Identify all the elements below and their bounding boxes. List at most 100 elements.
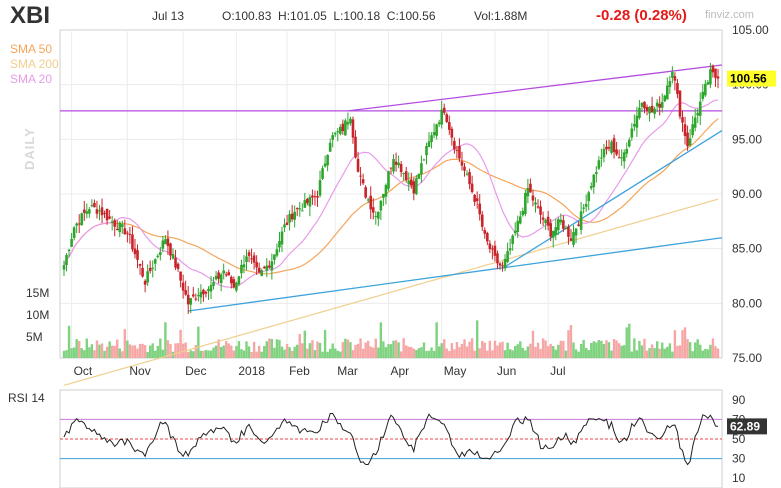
candle-body: [638, 107, 641, 119]
candle-body: [293, 211, 296, 220]
volume-bar: [141, 343, 144, 358]
candle-body: [546, 216, 550, 226]
volume-bar: [257, 345, 261, 358]
volume-bar: [633, 338, 636, 358]
x-tick-label: Dec: [185, 364, 206, 378]
volume-bar: [85, 338, 89, 358]
volume-bar: [235, 346, 238, 358]
volume-bar: [496, 345, 499, 358]
candle-body: [554, 227, 558, 235]
candle-body: [696, 112, 700, 116]
candle-body: [295, 208, 299, 210]
x-tick-label: Mar: [337, 364, 358, 378]
candle-body: [341, 123, 345, 132]
candle-body: [164, 239, 167, 245]
candle-body: [531, 195, 535, 201]
ticker-symbol[interactable]: XBI: [10, 2, 51, 29]
volume-bar: [103, 350, 106, 358]
candle-body: [453, 140, 456, 150]
candle-body: [108, 216, 111, 219]
candle-body: [511, 235, 514, 244]
volume-bar: [549, 343, 552, 358]
volume-bar: [397, 342, 400, 358]
candle-body: [75, 223, 78, 226]
volume-bar: [288, 347, 291, 358]
candle-body: [232, 279, 236, 288]
volume-bar: [463, 339, 466, 358]
finviz-watermark[interactable]: finviz.com: [705, 9, 754, 21]
candle-body: [422, 159, 426, 161]
candle-body: [166, 238, 170, 247]
volume-bar: [415, 349, 418, 358]
volume-bar: [597, 340, 601, 358]
volume-bar: [334, 348, 337, 358]
candle-body: [131, 234, 134, 250]
volume-bar: [478, 348, 481, 358]
volume-bar: [417, 348, 421, 358]
candle-body: [95, 209, 99, 214]
volume-bar: [308, 343, 312, 358]
candle-body: [420, 163, 423, 175]
volume-bar: [98, 344, 101, 358]
candle-body: [612, 138, 616, 153]
candle-body: [262, 266, 266, 269]
candle-body: [460, 161, 464, 166]
volume-bar: [699, 344, 702, 358]
candle-body: [645, 106, 649, 111]
candle-body: [693, 117, 697, 128]
volume-bar: [174, 343, 177, 358]
volume-bar: [349, 342, 352, 358]
sma50-line: [63, 118, 719, 275]
candle-body: [103, 212, 106, 214]
volume-bar: [481, 340, 484, 358]
volume-bar: [567, 330, 570, 358]
x-tick-label: Feb: [289, 364, 310, 378]
volume-bar: [602, 344, 606, 358]
candle-body: [615, 149, 618, 155]
price-grid: [59, 29, 723, 359]
candle-body: [595, 172, 598, 175]
volume-bar: [100, 343, 104, 358]
volume-bar: [640, 345, 644, 358]
volume-bar: [359, 338, 362, 358]
volume-bar: [70, 348, 73, 358]
volume-bar: [179, 329, 182, 358]
volume-bar: [430, 347, 433, 358]
candle-body: [318, 180, 322, 196]
volume-bar: [197, 326, 200, 358]
volume-bar: [526, 346, 530, 358]
volume-bar: [668, 343, 672, 358]
candle-body: [224, 274, 228, 276]
candle-body: [230, 276, 233, 284]
candle-body: [503, 258, 507, 269]
volume-bar: [534, 347, 537, 358]
candle-body: [354, 136, 357, 158]
legend-sma50: SMA 50: [10, 42, 53, 56]
volume-bar: [255, 351, 258, 358]
candle-body: [404, 171, 408, 181]
candle-body: [371, 207, 375, 213]
candle-body: [308, 196, 312, 207]
volume-bar: [379, 322, 383, 358]
candle-body: [366, 199, 370, 201]
candle-body: [151, 267, 155, 269]
trend-lines: [60, 64, 723, 312]
volume-bar: [483, 342, 486, 358]
candle-body: [676, 83, 679, 94]
volume-bar: [374, 338, 377, 358]
candle-body: [478, 203, 482, 215]
candle-body: [483, 230, 487, 234]
date-axis: Oct Nov Dec 2018 Feb Mar Apr May Jun Jul: [74, 364, 566, 378]
candle-body: [432, 132, 436, 136]
candle-body: [181, 282, 185, 291]
rsi-title: RSI 14: [8, 391, 45, 405]
volume-bar: [154, 350, 157, 358]
candle-body: [620, 157, 623, 159]
candle-body: [681, 117, 684, 123]
candle-body: [300, 210, 304, 212]
candle-body: [650, 105, 654, 113]
candle-body: [285, 222, 289, 225]
candle-body: [197, 295, 200, 297]
volume-bar: [207, 350, 210, 358]
volume-bar: [219, 346, 223, 358]
